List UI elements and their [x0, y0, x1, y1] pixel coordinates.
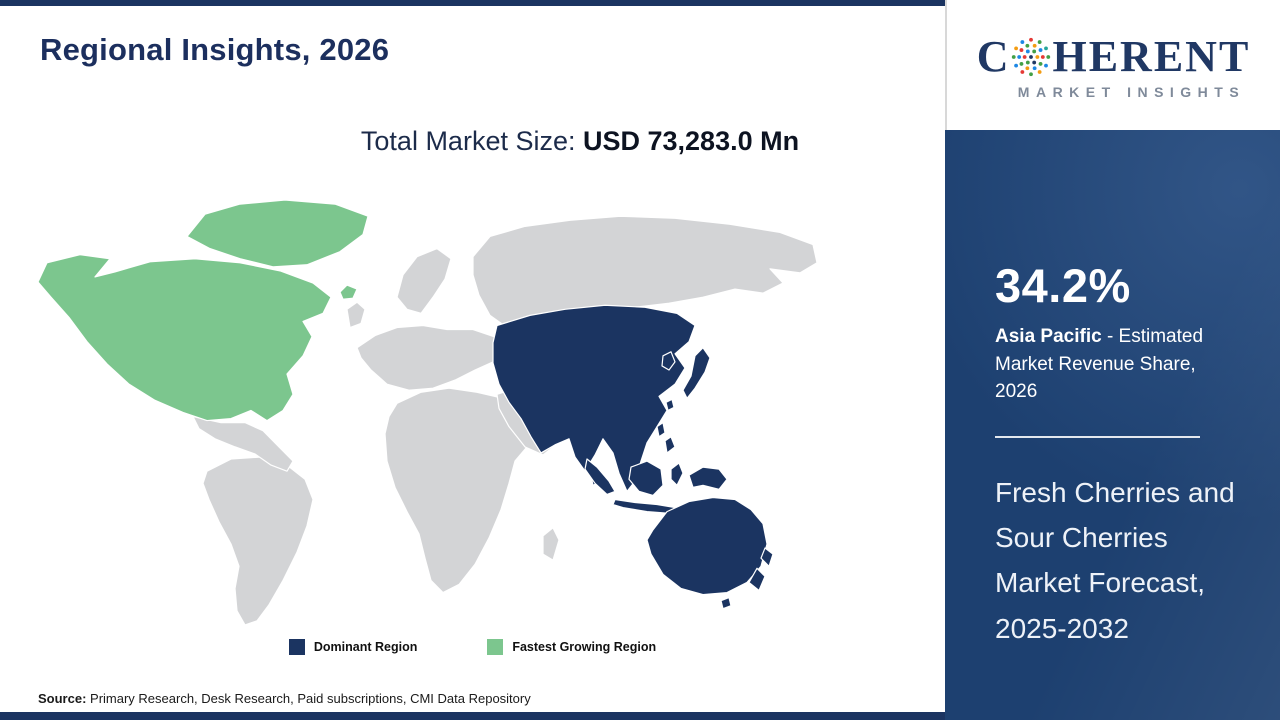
total-market-size-value: USD 73,283.0 Mn [583, 126, 800, 156]
region-philippines [656, 421, 676, 454]
total-market-size: Total Market Size: USD 73,283.0 Mn [0, 126, 945, 157]
region-tasmania [720, 597, 732, 610]
region-new-zealand [748, 547, 774, 592]
fastest-growing-region-swatch-icon [487, 639, 504, 655]
region-korea [661, 351, 676, 371]
world-map [35, 196, 820, 631]
logo-globe-icon [1012, 37, 1051, 76]
dominant-region-swatch-icon [288, 639, 305, 655]
legend-label-dominant: Dominant Region [313, 640, 418, 654]
company-logo: C HERENT MARKET INSIGHTS [945, 0, 1280, 130]
logo-text-herent: HERENT [1052, 31, 1251, 81]
region-borneo [628, 460, 664, 497]
source-label: Source: [38, 691, 87, 706]
logo-tagline: MARKET INSIGHTS [1017, 83, 1246, 100]
region-taiwan [665, 398, 675, 412]
market-share-description: Asia Pacific - Estimated Market Revenue … [995, 323, 1235, 406]
legend-item-fastest: Fastest Growing Region [487, 639, 656, 655]
logo-brand-row: C HERENT [976, 31, 1251, 81]
region-europe-mainland [356, 324, 506, 391]
region-europe-scandinavia [396, 247, 452, 314]
region-sumatra [584, 458, 616, 496]
region-new-guinea [688, 466, 728, 490]
region-australia [646, 496, 768, 596]
right-sidebar: C HERENT MARKET INSIGHTS 34.2% Asia Paci… [945, 0, 1280, 720]
region-asia-pacific-mainland [492, 304, 696, 493]
panel-divider [995, 435, 1200, 438]
region-japan [682, 347, 711, 399]
legend-item-dominant: Dominant Region [288, 639, 418, 655]
region-mexico-central-america [192, 415, 294, 472]
region-java [612, 498, 676, 515]
region-south-america [202, 456, 314, 626]
total-market-size-label: Total Market Size: [360, 126, 576, 156]
left-content-area: Regional Insights, 2026 Total Market Siz… [0, 0, 945, 720]
logo-text-c: C [976, 31, 1011, 81]
page-title: Regional Insights, 2026 [40, 32, 390, 67]
world-map-svg [37, 199, 818, 626]
region-united-kingdom [346, 301, 366, 329]
map-legend: Dominant Region Fastest Growing Region [0, 639, 945, 655]
report-title: Fresh Cherries and Sour Cherries Market … [995, 476, 1235, 644]
region-iceland [339, 284, 358, 300]
source-line: Source: Primary Research, Desk Research,… [38, 691, 531, 706]
highlight-panel: 34.2% Asia Pacific - Estimated Market Re… [945, 130, 1280, 720]
region-greenland [186, 199, 369, 268]
source-text: Primary Research, Desk Research, Paid su… [86, 691, 531, 706]
market-share-desc-text: - Estimated Market Revenue Share, 2026 [995, 326, 1204, 403]
legend-label-fastest: Fastest Growing Region [512, 640, 657, 654]
region-madagascar [542, 527, 560, 561]
region-sulawesi [670, 462, 684, 486]
region-north-america [37, 254, 332, 422]
market-share-value: 34.2% [995, 259, 1131, 312]
market-share-region: Asia Pacific [995, 326, 1102, 347]
